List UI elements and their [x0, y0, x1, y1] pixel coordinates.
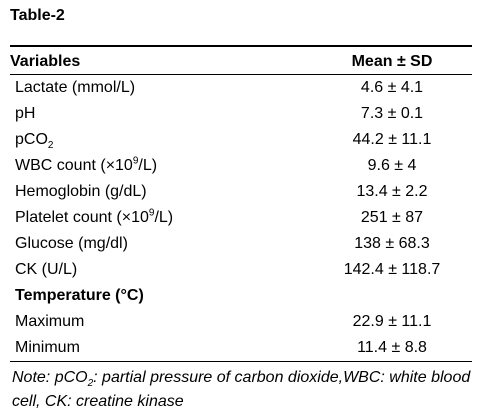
wbc-label-superscript: 9 — [132, 155, 139, 167]
row-value-wbc: 9.6 ± 4 — [367, 157, 417, 174]
table-note: Note: pCO2: partial pressure of carbon d… — [12, 366, 477, 414]
data-table: Variables Mean ± SD Lactate (mmol/L) 4.6… — [10, 45, 472, 362]
row-label-ph: pH — [15, 105, 36, 122]
header-mean-sd: Mean ± SD — [312, 45, 472, 75]
row-label-wbc: WBC count (×109/L) — [10, 153, 312, 179]
table-row: pCO2 44.2 ± 11.1 — [10, 127, 472, 153]
row-label-lactate: Lactate (mmol/L) — [15, 79, 136, 96]
table-row: Platelet count (×109/L) 251 ± 87 — [10, 205, 472, 231]
note-pre: Note: pCO — [12, 369, 88, 386]
row-value-ck: 142.4 ± 118.7 — [343, 261, 441, 278]
table-row: pH 7.3 ± 0.1 — [10, 101, 472, 127]
row-label-ck: CK (U/L) — [15, 261, 78, 278]
row-label-maximum: Maximum — [15, 313, 85, 330]
row-value-pco2: 44.2 ± 11.1 — [352, 131, 432, 148]
row-label-pco2: pCO2 — [10, 127, 312, 153]
platelet-label-post: /L) — [154, 209, 174, 226]
row-value-maximum: 22.9 ± 11.1 — [352, 313, 432, 330]
section-value-empty — [312, 283, 472, 309]
row-value-ph: 7.3 ± 0.1 — [360, 105, 424, 122]
table-row: Minimum 11.4 ± 8.8 — [10, 335, 472, 362]
table-row: Glucose (mg/dl) 138 ± 68.3 — [10, 231, 472, 257]
table-row: CK (U/L) 142.4 ± 118.7 — [10, 257, 472, 283]
section-label-temperature: Temperature (°C) — [15, 287, 144, 304]
table-title: Table-2 — [10, 7, 65, 24]
note-subscript: 2 — [87, 378, 94, 390]
row-value-minimum: 11.4 ± 8.8 — [312, 335, 472, 362]
row-label-glucose: Glucose (mg/dl) — [15, 235, 128, 252]
table-header-row: Variables Mean ± SD — [10, 45, 472, 75]
pco2-label-subscript: 2 — [47, 140, 54, 152]
platelet-label-superscript: 9 — [148, 207, 155, 219]
table-row: Maximum 22.9 ± 11.1 — [10, 309, 472, 335]
table-row: Hemoglobin (g/dL) 13.4 ± 2.2 — [10, 179, 472, 205]
table-row: WBC count (×109/L) 9.6 ± 4 — [10, 153, 472, 179]
row-value-lactate: 4.6 ± 4.1 — [360, 79, 424, 96]
row-label-platelet: Platelet count (×109/L) — [10, 205, 312, 231]
row-value-glucose: 138 ± 68.3 — [354, 235, 430, 252]
table-section-row: Temperature (°C) — [10, 283, 472, 309]
wbc-label-post: /L) — [138, 157, 158, 174]
note-post: : partial pressure of carbon dioxide,WBC… — [12, 369, 471, 410]
wbc-label-pre: WBC count (×10 — [15, 157, 133, 174]
row-value-platelet: 251 ± 87 — [360, 209, 424, 226]
header-variables: Variables — [10, 45, 312, 75]
row-value-hemoglobin: 13.4 ± 2.2 — [356, 183, 428, 200]
pco2-label-main: pCO — [15, 131, 48, 148]
table-row: Lactate (mmol/L) 4.6 ± 4.1 — [10, 75, 472, 102]
row-label-hemoglobin: Hemoglobin (g/dL) — [15, 183, 147, 200]
row-label-minimum: Minimum — [10, 335, 312, 362]
platelet-label-pre: Platelet count (×10 — [15, 209, 149, 226]
